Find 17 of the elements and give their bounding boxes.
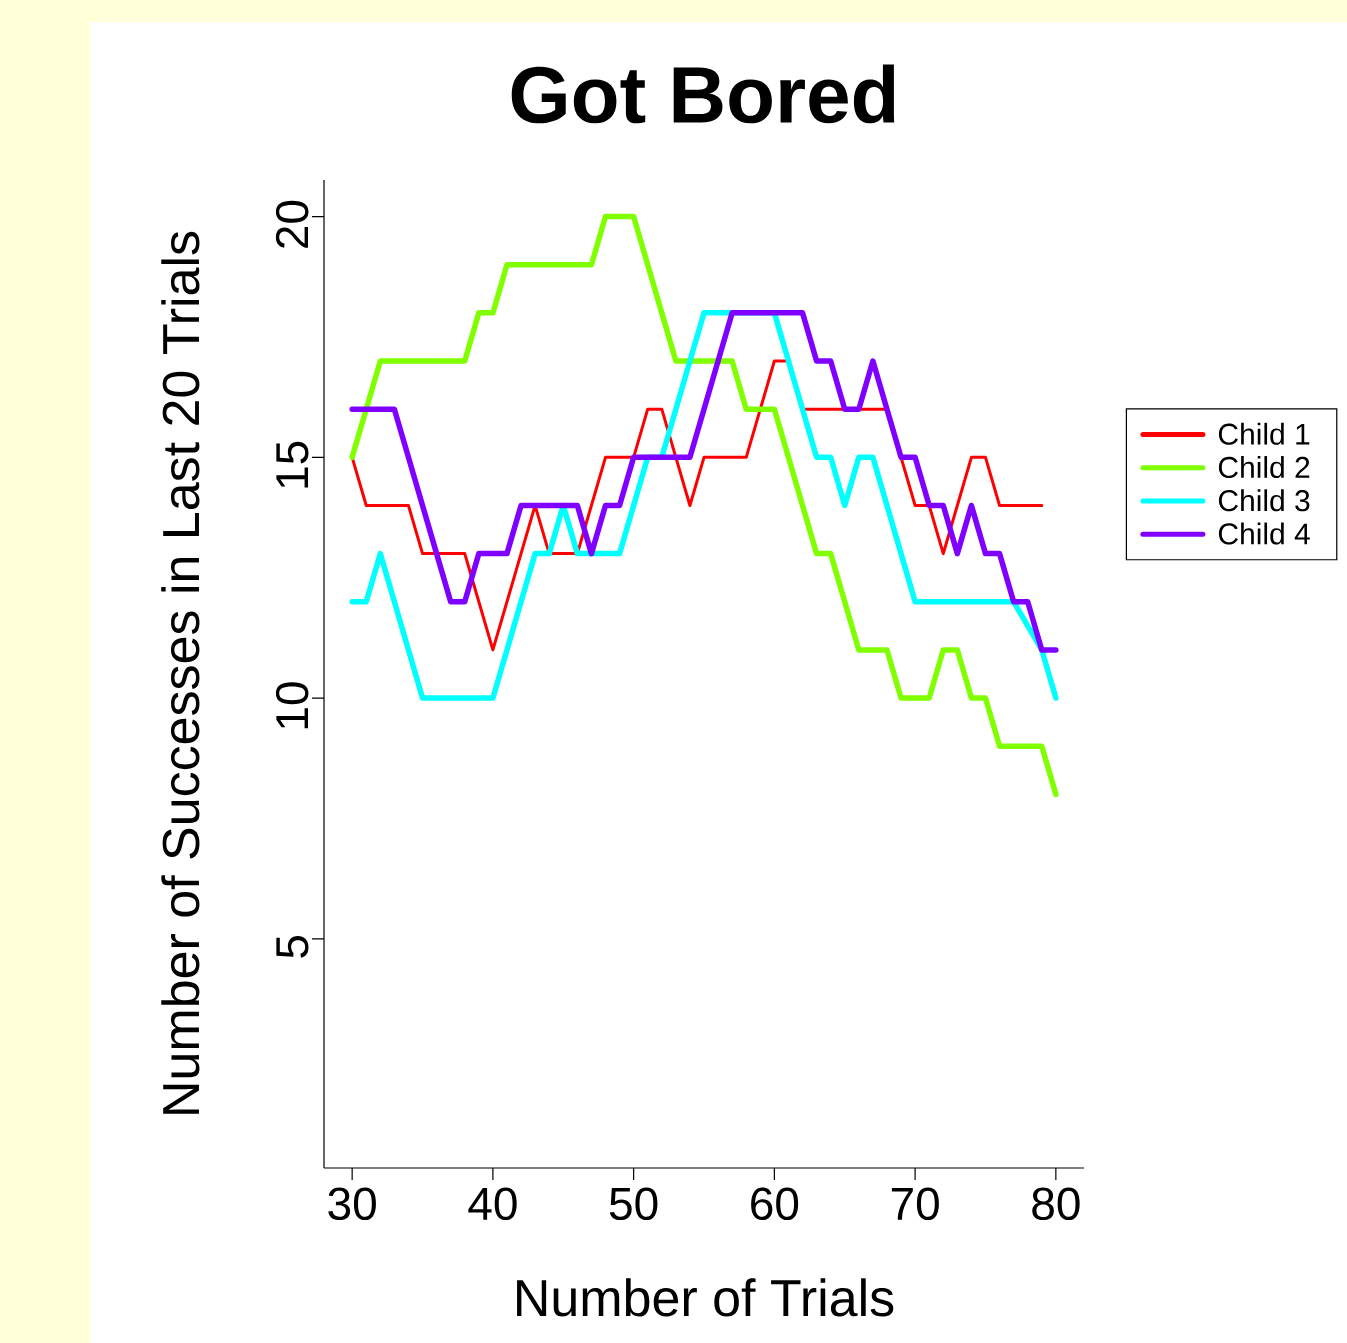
x-tick-label: 80 [1032,1187,1080,1221]
x-tick-label: 60 [751,1187,799,1221]
y-tick-label: 15 [276,441,309,488]
x-tick-label: 50 [609,1187,658,1221]
x-axis-title: Number of Trials [517,1278,894,1317]
x-tick-label: 30 [328,1187,376,1221]
legend-label: Child 1 [1218,422,1310,445]
y-tick-label: 20 [275,200,309,248]
y-axis-title: Number of Successes in Last 20 Trials [161,231,200,1114]
y-tick-label: 10 [275,682,309,729]
y-tick-label: 5 [276,935,309,958]
legend-label: Child 3 [1218,489,1310,512]
x-tick-label: 70 [891,1187,939,1221]
legend-label: Child 2 [1218,456,1310,479]
chart-title: Got Bored [511,64,895,124]
x-tick-label: 40 [468,1187,517,1221]
legend-label: Child 4 [1218,522,1310,545]
